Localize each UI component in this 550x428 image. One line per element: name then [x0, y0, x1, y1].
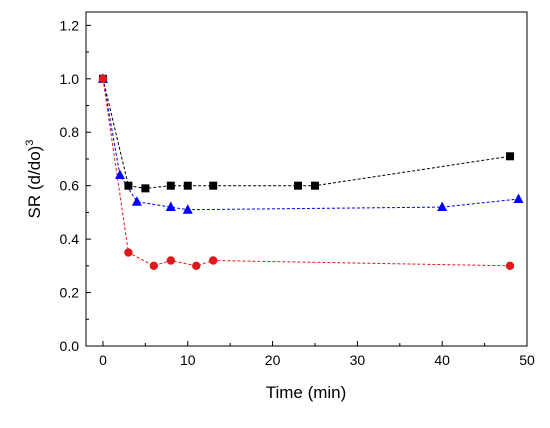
y-tick-label: 1.0	[60, 71, 80, 87]
data-point-square	[124, 181, 133, 190]
data-point-square	[310, 181, 319, 190]
y-tick-label: 0.4	[60, 231, 80, 247]
data-point-triangle	[165, 201, 176, 212]
data-point-circle	[192, 261, 201, 271]
x-tick-label: 20	[265, 352, 281, 368]
y-tick-label: 0.6	[60, 178, 80, 194]
data-point-triangle	[437, 201, 448, 212]
x-tick-label: 50	[519, 352, 535, 368]
data-point-circle	[505, 261, 515, 271]
data-point-circle	[166, 256, 176, 265]
y-tick-label: 0.0	[60, 338, 80, 354]
y-axis-label-main: SR (d/do)	[25, 146, 44, 219]
data-point-square	[209, 181, 218, 190]
series-triangle-line	[102, 78, 519, 211]
series-lines	[102, 78, 519, 267]
data-point-circle	[124, 248, 133, 257]
data-point-square	[183, 181, 192, 190]
data-point-square	[294, 181, 303, 190]
data-point-triangle	[513, 193, 524, 204]
x-axis-label: Time (min)	[266, 383, 347, 402]
data-point-circle	[149, 261, 159, 271]
data-point-circle	[98, 74, 108, 84]
plot-frame	[85, 11, 528, 347]
series-markers	[97, 73, 524, 271]
x-tick-label: 30	[350, 352, 366, 368]
data-point-triangle	[114, 169, 125, 179]
data-point-square	[141, 184, 150, 193]
axis-ticks: 0 10 20 30 40 50 0.0 0.2 0.4 0.6 0.8 1.0 1.2	[60, 17, 535, 368]
y-axis-label: SR (d/do)3	[24, 140, 44, 219]
series-square-line	[102, 78, 511, 189]
data-point-triangle	[182, 204, 193, 214]
data-point-square	[166, 181, 175, 190]
data-point-triangle	[131, 196, 142, 206]
y-axis-label-superscript: 3	[24, 140, 36, 146]
x-tick-label: 10	[180, 352, 196, 368]
y-tick-label: 0.2	[60, 285, 80, 301]
y-tick-label: 1.2	[60, 17, 80, 33]
data-point-square	[506, 152, 515, 161]
x-tick-label: 0	[99, 352, 107, 368]
x-tick-label: 40	[434, 352, 450, 368]
series-circle-line	[102, 78, 511, 267]
data-point-circle	[209, 256, 218, 265]
y-tick-label: 0.8	[60, 124, 80, 140]
